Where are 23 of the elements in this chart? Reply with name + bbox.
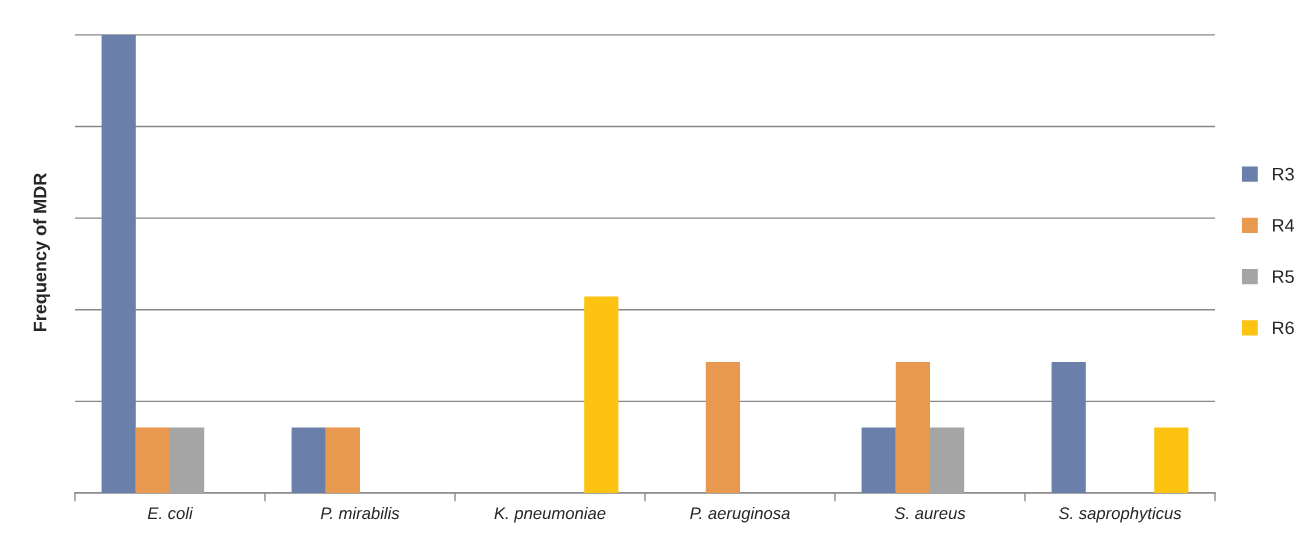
bar xyxy=(1051,361,1086,493)
legend-label: R5 xyxy=(1273,270,1294,284)
bar xyxy=(584,296,619,493)
x-tick-label: E. coli xyxy=(147,506,194,520)
legend-label: R4 xyxy=(1273,219,1295,232)
legend-label: R6 xyxy=(1273,321,1294,335)
bar xyxy=(101,34,136,493)
bar xyxy=(930,427,965,493)
x-tick-label: K. pneumoniae xyxy=(494,506,606,523)
x-tick-label: P. mirabilis xyxy=(320,506,400,520)
x-tick-label: S. aureus xyxy=(894,507,966,520)
bar xyxy=(705,361,740,493)
bar xyxy=(325,427,360,493)
legend-label: R3 xyxy=(1273,167,1294,181)
bar xyxy=(170,427,205,493)
x-tick-label: P. aeruginosa xyxy=(690,506,790,523)
bar xyxy=(135,427,170,493)
bar xyxy=(861,427,896,493)
bar xyxy=(895,361,930,493)
y-axis-title: Frequency of MDR xyxy=(33,173,50,332)
x-tick-label: S. saprophyticus xyxy=(1058,506,1182,523)
bar xyxy=(1154,427,1189,493)
bar xyxy=(291,427,326,493)
